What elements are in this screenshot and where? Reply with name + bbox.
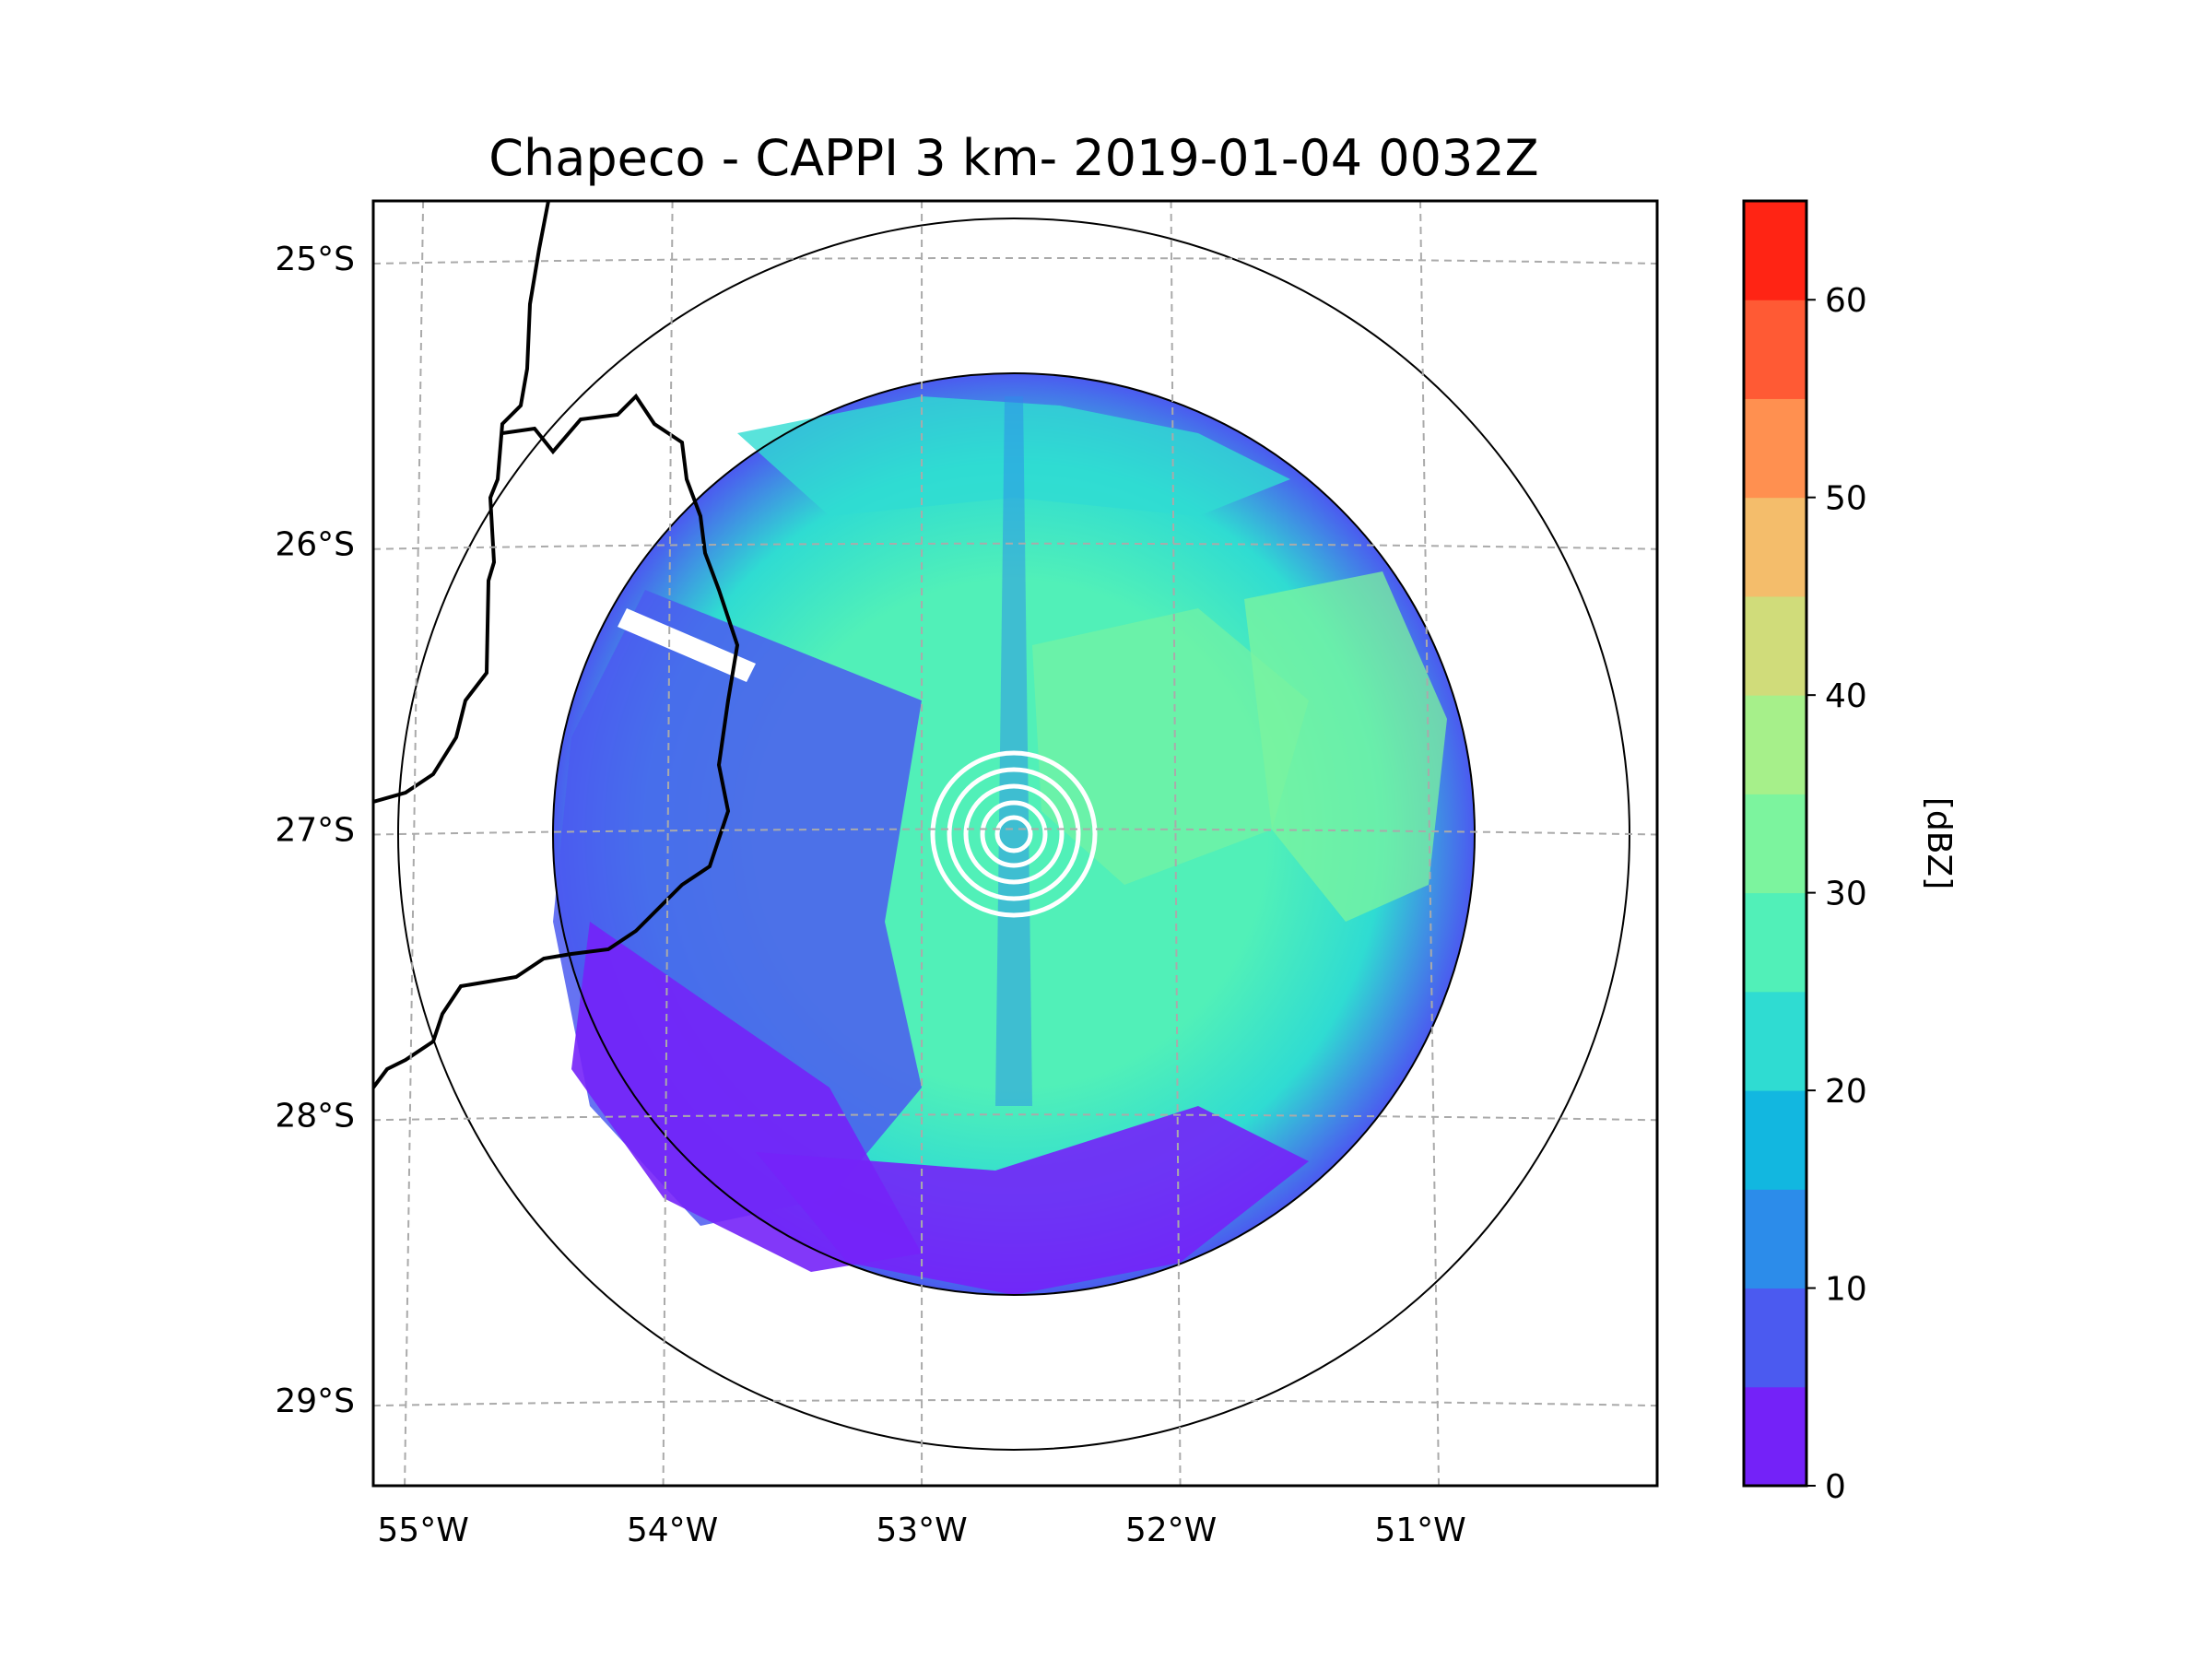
colorbar-tick-label: 10 bbox=[1825, 1271, 1867, 1309]
y-tick-label: 25°S bbox=[275, 241, 355, 278]
colorbar-segment bbox=[1744, 1288, 1806, 1388]
border-argentina-brazil bbox=[373, 393, 740, 1089]
y-axis-ticks: 25°S 26°S 27°S 28°S 29°S bbox=[275, 241, 355, 1420]
axes-frame bbox=[371, 199, 1659, 1488]
reflectivity-echo-core bbox=[1032, 608, 1309, 885]
x-axis-ticks: 55°W 54°W 53°W 52°W 51°W bbox=[377, 1512, 1465, 1549]
x-tick-label: 51°W bbox=[1374, 1512, 1465, 1549]
colorbar-segment bbox=[1744, 1189, 1806, 1289]
y-tick-label: 29°S bbox=[275, 1382, 355, 1420]
borders bbox=[373, 201, 740, 1089]
radar-site-rings bbox=[930, 750, 1098, 918]
colorbar-segment bbox=[1744, 695, 1806, 794]
colorbar-segment bbox=[1744, 1090, 1806, 1190]
colorbar-frame bbox=[1742, 199, 1808, 1488]
colorbar-segment bbox=[1744, 201, 1806, 300]
x-tick-label: 53°W bbox=[876, 1512, 967, 1549]
x-tick-label: 55°W bbox=[377, 1512, 468, 1549]
y-tick-label: 28°S bbox=[275, 1097, 355, 1135]
colorbar-segment bbox=[1744, 300, 1806, 399]
colorbar-label: [dBZ] bbox=[1920, 797, 1958, 889]
colorbar-segment bbox=[1744, 892, 1806, 993]
border-paraguay-argentina bbox=[373, 201, 550, 804]
chart-title: Chapeco - CAPPI 3 km- 2019-01-04 0032Z bbox=[488, 129, 1538, 187]
reflectivity-echo-east bbox=[1244, 571, 1447, 922]
colorbar-segment bbox=[1744, 595, 1806, 696]
colorbar-ticks: 0 10 20 30 40 50 60 bbox=[1806, 282, 1867, 1506]
colorbar-segments bbox=[1744, 201, 1806, 1487]
colorbar-segment bbox=[1744, 497, 1806, 597]
colorbar-segment bbox=[1744, 1386, 1806, 1487]
blocked-sector bbox=[618, 608, 756, 682]
y-tick-label: 26°S bbox=[275, 526, 355, 564]
data-range-ring bbox=[552, 372, 1476, 1296]
reflectivity-echo-south bbox=[756, 1106, 1309, 1295]
colorbar-tick-label: 30 bbox=[1825, 876, 1867, 913]
x-tick-label: 52°W bbox=[1125, 1512, 1217, 1549]
y-tick-label: 27°S bbox=[275, 812, 355, 850]
plot-area: 55°W 54°W 53°W 52°W 51°W 25°S 26°S 27°S 28°S 29°… bbox=[275, 199, 1659, 1549]
colorbar: 0 10 20 30 40 50 60 [dBZ] bbox=[1742, 199, 1958, 1506]
colorbar-tick-label: 20 bbox=[1825, 1073, 1867, 1111]
colorbar-tick-label: 50 bbox=[1825, 480, 1867, 518]
colorbar-tick-label: 60 bbox=[1825, 282, 1867, 320]
colorbar-tick-label: 40 bbox=[1825, 677, 1867, 715]
colorbar-tick-label: 0 bbox=[1825, 1468, 1846, 1506]
colorbar-segment bbox=[1744, 991, 1806, 1091]
reflectivity-field bbox=[397, 218, 1630, 1451]
colorbar-segment bbox=[1744, 398, 1806, 499]
x-tick-label: 54°W bbox=[627, 1512, 718, 1549]
colorbar-segment bbox=[1744, 794, 1806, 894]
